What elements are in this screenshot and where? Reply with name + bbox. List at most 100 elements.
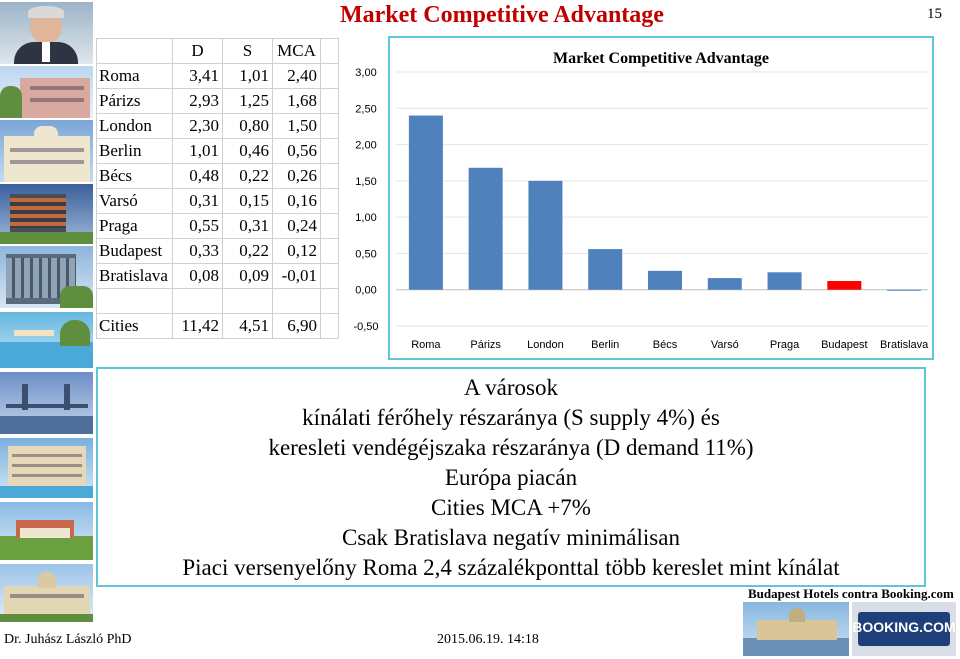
bar-párizs <box>468 167 503 290</box>
total-d-cell: 11,42 <box>172 313 223 339</box>
table-row: Budapest 0,33 0,22 0,12 <box>96 238 339 264</box>
city-cell: Berlin <box>96 138 173 164</box>
x-tick-label: Varsó <box>711 339 739 351</box>
hotel-photo-3 <box>0 184 93 244</box>
hotel-photo-4 <box>0 246 93 308</box>
bar-bécs <box>648 270 682 290</box>
mca-cell: 1,50 <box>272 113 321 139</box>
city-cell: London <box>96 113 173 139</box>
summary-line: A városok <box>464 375 558 400</box>
column-header-d: D <box>172 38 223 64</box>
bar-praga <box>767 272 802 290</box>
x-tick-label: London <box>527 339 564 351</box>
total-mca-cell: 6,90 <box>272 313 321 339</box>
portrait-photo <box>0 2 93 64</box>
table-corner-cell <box>96 38 173 64</box>
d-cell: 0,31 <box>172 188 223 214</box>
s-cell: 0,09 <box>222 263 273 289</box>
mca-cell: 0,24 <box>272 213 321 239</box>
s-cell: 0,15 <box>222 188 273 214</box>
hotel-photo-2 <box>0 120 93 182</box>
bar-berlin <box>588 249 623 290</box>
mca-table: D S MCA Roma 3,41 1,01 2,40 Párizs 2,93 … <box>96 38 339 339</box>
city-cell: Bécs <box>96 163 173 189</box>
y-tick-label: 2,50 <box>355 103 376 115</box>
summary-line: Piaci versenyelőny Roma 2,4 százalékpont… <box>182 555 840 580</box>
page-number: 15 <box>927 6 942 22</box>
d-cell: 0,08 <box>172 263 223 289</box>
x-tick-label: Praga <box>770 339 800 351</box>
mca-cell: 0,56 <box>272 138 321 164</box>
x-tick-label: Bratislava <box>880 339 929 351</box>
y-tick-label: 3,00 <box>355 67 376 79</box>
city-cell: Varsó <box>96 188 173 214</box>
x-tick-label: Párizs <box>470 339 501 351</box>
d-cell: 2,30 <box>172 113 223 139</box>
pool-photo <box>0 312 93 368</box>
bar-bratislava <box>887 289 922 291</box>
total-city-cell: Cities <box>96 313 173 339</box>
d-cell: 1,01 <box>172 138 223 164</box>
summary-line: Európa piacán <box>444 465 578 490</box>
booking-logo-text: BOOKING.COM <box>852 619 956 635</box>
mca-cell: 0,26 <box>272 163 321 189</box>
date-time: 2015.06.19. 14:18 <box>437 632 539 647</box>
x-tick-label: Berlin <box>591 339 619 351</box>
s-cell: 1,25 <box>222 88 273 114</box>
column-header-s: S <box>222 38 273 64</box>
palace-photo <box>0 564 93 622</box>
table-row: Roma 3,41 1,01 2,40 <box>96 63 339 89</box>
city-cell: Bratislava <box>96 263 173 289</box>
city-cell: Praga <box>96 213 173 239</box>
summary-line: keresleti vendégéjszaka részaránya (D de… <box>268 435 754 460</box>
summary-text: A városok kínálati férőhely részaránya (… <box>96 373 926 583</box>
table-row: Bécs 0,48 0,22 0,26 <box>96 163 339 189</box>
table-row: Párizs 2,93 1,25 1,68 <box>96 88 339 114</box>
hotel-photo-5 <box>0 438 93 498</box>
parliament-photo <box>743 602 849 656</box>
y-tick-label: -0,50 <box>353 321 378 333</box>
bar-varsó <box>707 278 742 290</box>
chart-title: Market Competitive Advantage <box>553 50 769 67</box>
summary-box <box>96 367 926 587</box>
hotel-photo-1 <box>0 66 93 118</box>
city-cell: Párizs <box>96 88 173 114</box>
table-header-row: D S MCA <box>96 38 339 64</box>
page-title: Market Competitive Advantage <box>340 2 664 28</box>
d-cell: 0,33 <box>172 238 223 264</box>
total-s-cell: 4,51 <box>222 313 273 339</box>
mca-cell: 0,16 <box>272 188 321 214</box>
s-cell: 0,31 <box>222 213 273 239</box>
y-tick-label: 1,50 <box>355 176 376 188</box>
table-total-row: Cities 11,42 4,51 6,90 <box>96 313 339 339</box>
author-name: Dr. Juhász László PhD <box>4 632 132 647</box>
x-tick-label: Roma <box>411 339 441 351</box>
bar-roma <box>408 115 443 290</box>
s-cell: 0,80 <box>222 113 273 139</box>
bar-london <box>528 180 563 290</box>
d-cell: 2,93 <box>172 88 223 114</box>
mca-chart: Market Competitive Advantage -0,50 0,00 0,… <box>338 36 938 360</box>
s-cell: 0,22 <box>222 163 273 189</box>
table-row: Berlin 1,01 0,46 0,56 <box>96 138 339 164</box>
booking-logo: BOOKING.COM <box>852 602 956 656</box>
s-cell: 0,22 <box>222 238 273 264</box>
y-tick-label: 1,00 <box>355 212 376 224</box>
chart-frame: Market Competitive Advantage <box>388 36 934 360</box>
mca-cell: 0,12 <box>272 238 321 264</box>
table-row: Bratislava 0,08 0,09 -0,01 <box>96 263 339 289</box>
booking-caption: Budapest Hotels contra Booking.com <box>748 586 954 601</box>
summary-line: Cities MCA +7% <box>431 495 591 520</box>
d-cell: 3,41 <box>172 63 223 89</box>
summary-line: kínálati férőhely részaránya (S supply 4… <box>302 405 720 430</box>
mca-cell: 1,68 <box>272 88 321 114</box>
city-cell: Roma <box>96 63 173 89</box>
table-row: London 2,30 0,80 1,50 <box>96 113 339 139</box>
bar-budapest <box>827 281 862 290</box>
mca-cell: 2,40 <box>272 63 321 89</box>
x-tick-label: Bécs <box>653 339 678 351</box>
mca-cell: -0,01 <box>272 263 321 289</box>
table-row: Varsó 0,31 0,15 0,16 <box>96 188 339 214</box>
castle-photo <box>0 502 93 560</box>
city-cell: Budapest <box>96 238 173 264</box>
